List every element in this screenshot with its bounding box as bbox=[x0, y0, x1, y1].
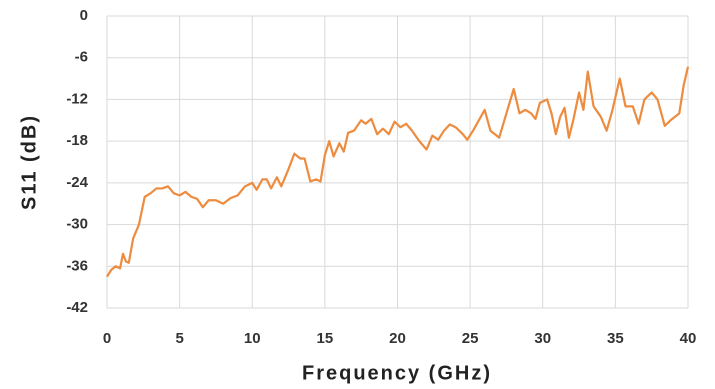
y-tick-label: -36 bbox=[66, 257, 88, 274]
x-tick-label: 35 bbox=[607, 330, 624, 347]
y-tick-label: -6 bbox=[75, 49, 88, 66]
y-tick-label: -24 bbox=[66, 174, 88, 191]
data-line bbox=[106, 66, 690, 278]
x-tick-label: 10 bbox=[244, 330, 261, 347]
y-tick-label: -12 bbox=[66, 90, 88, 107]
x-tick-label: 30 bbox=[534, 330, 551, 347]
x-tick-label: 40 bbox=[680, 330, 697, 347]
x-tick-label: 20 bbox=[389, 330, 406, 347]
x-tick-label: 15 bbox=[317, 330, 334, 347]
y-tick-label: -42 bbox=[66, 299, 88, 316]
x-axis-title: Frequency (GHz) bbox=[302, 362, 492, 384]
y-tick-label: 0 bbox=[80, 7, 88, 24]
y-axis-title: S11 (dB) bbox=[18, 114, 40, 210]
x-tick-label: 0 bbox=[103, 330, 111, 347]
x-tick-label: 5 bbox=[175, 330, 183, 347]
y-tick-label: -18 bbox=[66, 132, 88, 149]
x-tick-label: 25 bbox=[462, 330, 479, 347]
y-tick-label: -30 bbox=[66, 216, 88, 233]
